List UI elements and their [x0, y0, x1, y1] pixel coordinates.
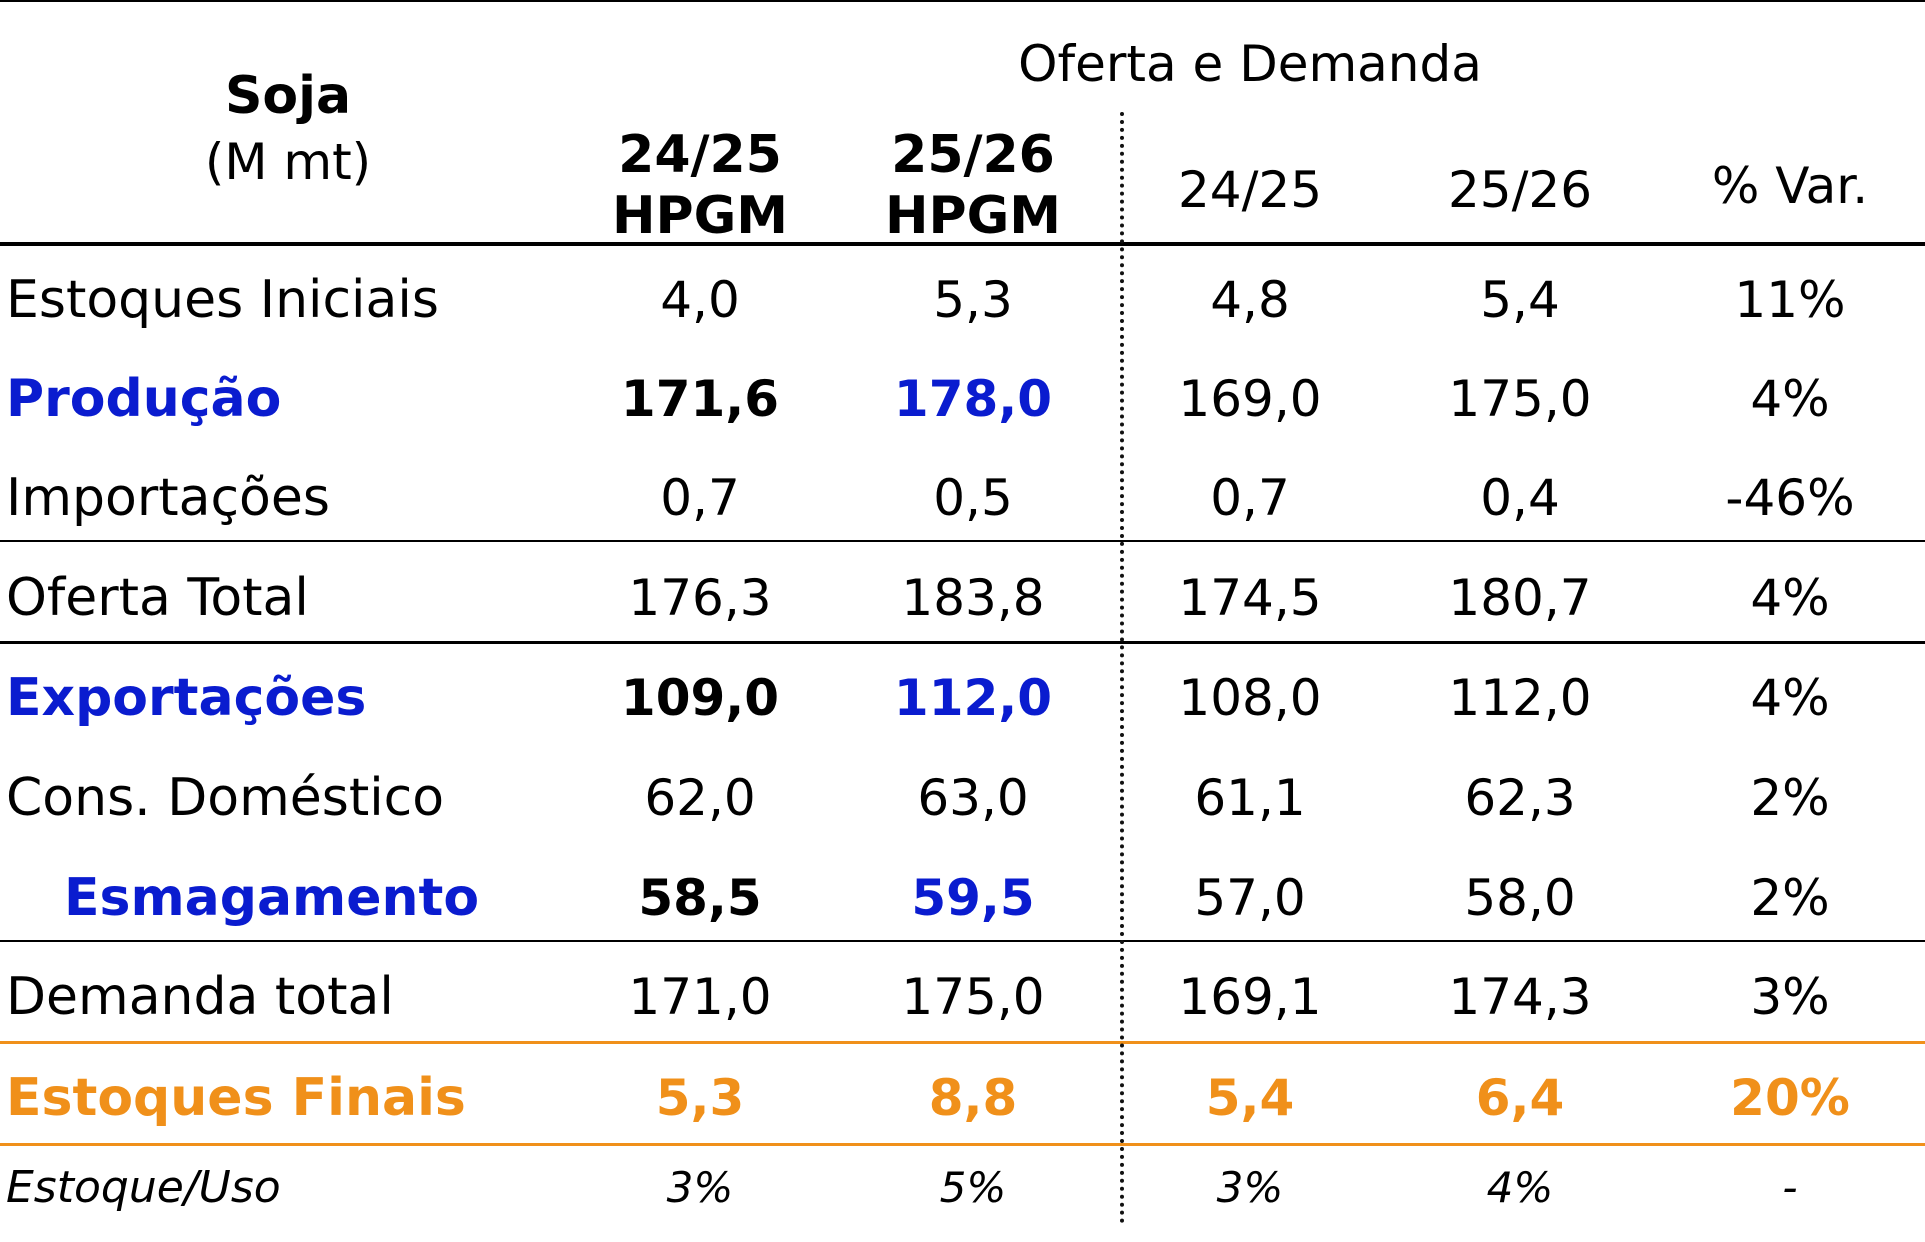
cell-oferta-total-col4: 180,7: [1448, 569, 1592, 627]
cell-esmagamento-col4: 58,0: [1464, 869, 1576, 927]
other-year-1: 24/25: [1177, 161, 1323, 219]
cell-estoques-iniciais-col1: 4,0: [660, 271, 740, 329]
pct-var-header: % Var.: [1711, 157, 1869, 215]
rule-after-oferta-total: [0, 641, 1925, 644]
cell-estoques-finais-col1: 5,3: [655, 1069, 745, 1127]
cell-producao-col5: 4%: [1750, 370, 1830, 428]
cell-demanda-total-col1: 171,0: [628, 968, 772, 1026]
row-label-importacoes: Importações: [6, 468, 330, 528]
rule-before-estoques-finais: [0, 1041, 1925, 1044]
cell-cons-domestico-col2: 63,0: [917, 769, 1029, 827]
cell-cons-domestico-col5: 2%: [1750, 769, 1830, 827]
cell-producao-col1: 171,6: [620, 370, 780, 428]
cell-oferta-total-col2: 183,8: [901, 569, 1045, 627]
row-label-exportacoes: Exportações: [6, 668, 367, 728]
cell-exportacoes-col4: 112,0: [1448, 669, 1592, 727]
cell-esmagamento-col3: 57,0: [1194, 869, 1306, 927]
cell-demanda-total-col4: 174,3: [1448, 968, 1592, 1026]
cell-cons-domestico-col4: 62,3: [1464, 769, 1576, 827]
cell-cons-domestico-col3: 61,1: [1194, 769, 1306, 827]
cell-estoque-uso-col3: 3%: [1216, 1163, 1284, 1212]
rule-after-importacoes: [0, 540, 1925, 542]
cell-exportacoes-col1: 109,0: [620, 669, 780, 727]
cell-importacoes-col3: 0,7: [1210, 469, 1290, 527]
cell-estoques-finais-col5: 20%: [1730, 1069, 1850, 1127]
cell-esmagamento-col1: 58,5: [638, 869, 762, 927]
cell-importacoes-col1: 0,7: [660, 469, 740, 527]
cell-oferta-total-col1: 176,3: [628, 569, 772, 627]
cell-importacoes-col4: 0,4: [1480, 469, 1560, 527]
row-label-oferta-total: Oferta Total: [6, 568, 309, 628]
group-separator: [1120, 112, 1124, 1224]
cell-demanda-total-col3: 169,1: [1178, 968, 1322, 1026]
row-label-demanda-total: Demanda total: [6, 967, 394, 1027]
rule-after-esmagamento: [0, 940, 1925, 942]
hpgm-source-2: HPGM: [884, 186, 1062, 246]
unit-label: (M mt): [204, 133, 372, 191]
hpgm-source-1: HPGM: [611, 186, 789, 246]
cell-estoques-iniciais-col4: 5,4: [1480, 271, 1560, 329]
commodity-title: Soja: [224, 66, 352, 126]
cell-cons-domestico-col1: 62,0: [644, 769, 756, 827]
group-title: Oferta e Demanda: [1018, 35, 1482, 93]
cell-estoque-uso-col5: -: [1782, 1163, 1798, 1212]
row-label-cons-domestico: Cons. Doméstico: [6, 768, 445, 828]
top-border: [0, 0, 1925, 2]
cell-exportacoes-col3: 108,0: [1178, 669, 1322, 727]
row-label-producao: Produção: [6, 369, 282, 429]
hpgm-year-2: 25/26: [891, 125, 1055, 185]
cell-producao-col2: 178,0: [893, 370, 1053, 428]
cell-estoque-uso-col4: 4%: [1486, 1163, 1554, 1212]
hpgm-year-1: 24/25: [618, 125, 782, 185]
cell-estoques-iniciais-col2: 5,3: [933, 271, 1013, 329]
cell-demanda-total-col2: 175,0: [901, 968, 1045, 1026]
cell-importacoes-col5: -46%: [1725, 469, 1855, 527]
cell-estoque-uso-col1: 3%: [666, 1163, 734, 1212]
cell-oferta-total-col5: 4%: [1750, 569, 1830, 627]
cell-estoques-finais-col3: 5,4: [1205, 1069, 1295, 1127]
cell-estoques-iniciais-col3: 4,8: [1210, 271, 1290, 329]
other-year-2: 25/26: [1447, 161, 1593, 219]
rule-after-estoques-finais: [0, 1143, 1925, 1146]
cell-producao-col4: 175,0: [1448, 370, 1592, 428]
header-rule: [0, 242, 1925, 246]
cell-importacoes-col2: 0,5: [933, 469, 1013, 527]
cell-esmagamento-col2: 59,5: [911, 869, 1035, 927]
cell-estoques-finais-col2: 8,8: [928, 1069, 1018, 1127]
row-label-esmagamento: Esmagamento: [64, 868, 480, 928]
cell-estoques-finais-col4: 6,4: [1475, 1069, 1565, 1127]
row-label-estoque-uso: Estoque/Uso: [6, 1162, 281, 1213]
cell-demanda-total-col5: 3%: [1750, 968, 1830, 1026]
cell-esmagamento-col5: 2%: [1750, 869, 1830, 927]
cell-exportacoes-col2: 112,0: [893, 669, 1053, 727]
cell-oferta-total-col3: 174,5: [1178, 569, 1322, 627]
cell-estoques-iniciais-col5: 11%: [1734, 271, 1846, 329]
cell-producao-col3: 169,0: [1178, 370, 1322, 428]
row-label-estoques-iniciais: Estoques Iniciais: [6, 270, 439, 330]
row-label-estoques-finais: Estoques Finais: [6, 1068, 466, 1128]
cell-estoque-uso-col2: 5%: [939, 1163, 1007, 1212]
cell-exportacoes-col5: 4%: [1750, 669, 1830, 727]
